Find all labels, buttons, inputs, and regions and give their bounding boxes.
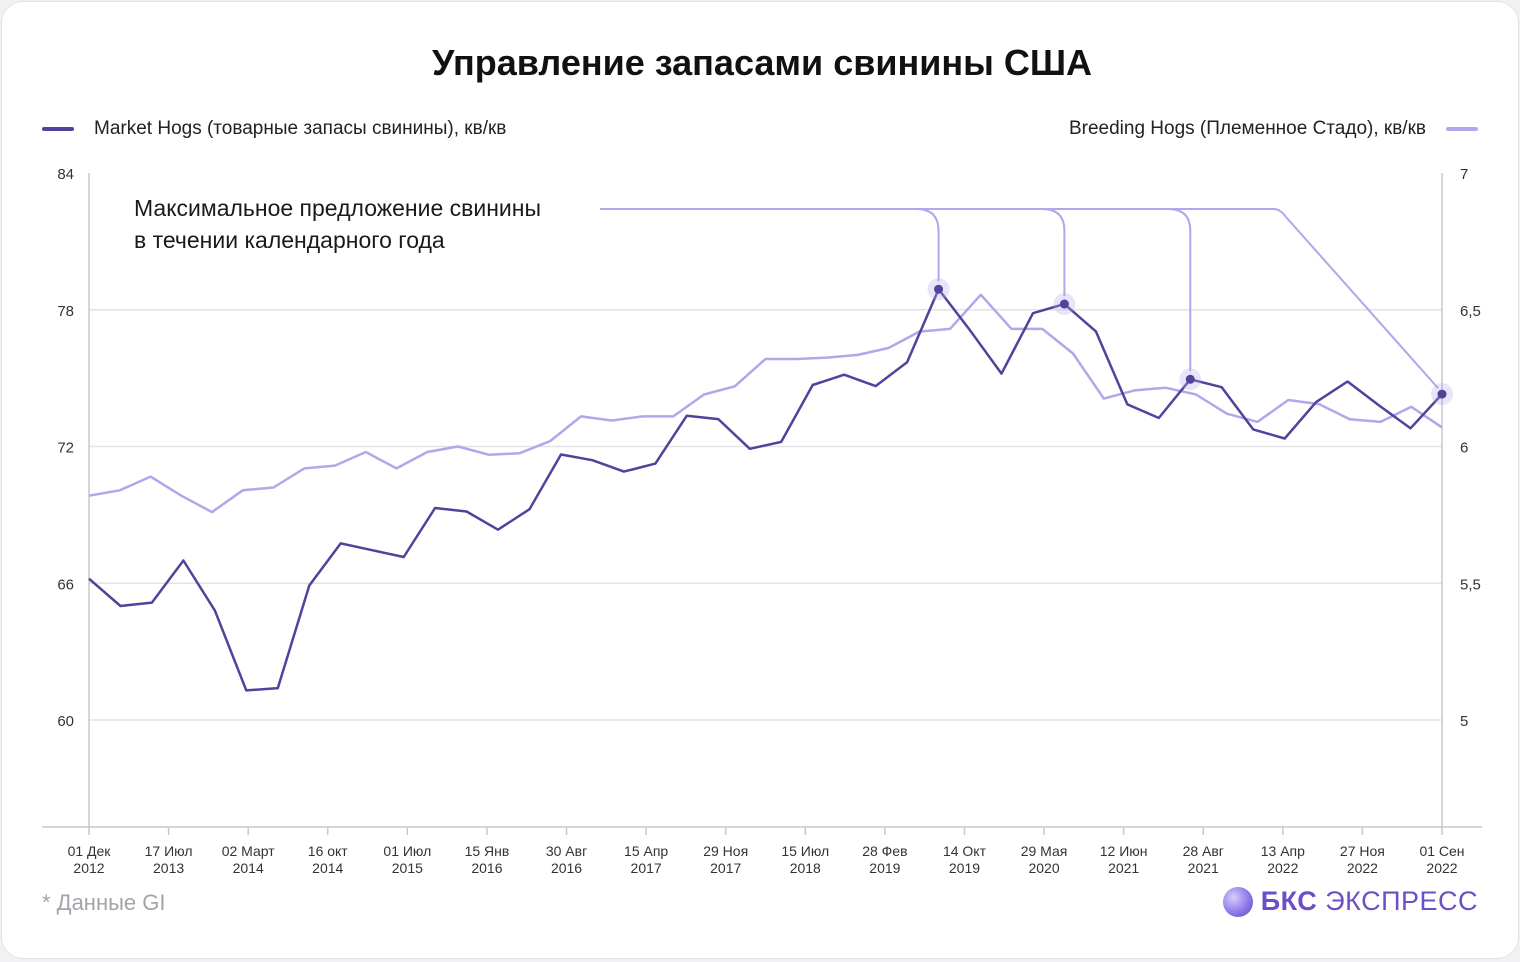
legend-breeding-hogs: Breeding Hogs (Племенное Стадо), кв/кв bbox=[1069, 118, 1478, 140]
y-right-tick-label: 6 bbox=[1460, 440, 1468, 457]
x-tick-label: 17 Июл bbox=[145, 843, 193, 859]
series-line-breeding-hogs bbox=[88, 293, 1443, 514]
x-tick-label-year: 2019 bbox=[869, 860, 900, 876]
y-left-tick-label: 72 bbox=[57, 440, 74, 457]
x-tick-label: 28 Авг bbox=[1183, 843, 1224, 859]
x-tick-label-year: 2017 bbox=[631, 860, 662, 876]
x-tick-label-year: 2018 bbox=[790, 860, 821, 876]
y-right-tick-label: 6,5 bbox=[1460, 303, 1481, 320]
series-line-market-hogs bbox=[88, 287, 1443, 692]
bks-logo-icon bbox=[1222, 886, 1253, 917]
x-tick-label-year: 2015 bbox=[392, 860, 423, 876]
chart-title: Управление запасами свинины США bbox=[431, 42, 1093, 83]
x-tick-label: 01 Сен bbox=[1419, 843, 1464, 859]
x-tick-label: 15 Янв bbox=[465, 843, 510, 859]
highlight-point bbox=[1437, 389, 1447, 399]
brand-name-strong: БКС bbox=[1260, 886, 1318, 916]
x-tick-label: 13 Апр bbox=[1261, 843, 1305, 859]
legend-label-breeding: Breeding Hogs (Племенное Стадо), кв/кв bbox=[1068, 118, 1426, 139]
annotation-leader bbox=[600, 208, 1066, 297]
x-tick-label: 15 Апр bbox=[624, 843, 668, 859]
x-tick-label: 12 Июн bbox=[1100, 843, 1148, 859]
source-note: * Данные GI bbox=[42, 890, 166, 915]
y-left-tick-label: 78 bbox=[57, 303, 74, 320]
y-right-tick-label: 5,5 bbox=[1460, 576, 1481, 593]
annotation-leader bbox=[600, 208, 940, 282]
legend-label-market: Market Hogs (товарные запасы свинины), к… bbox=[94, 118, 507, 139]
x-tick-label: 14 Окт bbox=[943, 843, 987, 859]
x-tick-label: 30 Авг bbox=[546, 843, 587, 859]
x-tick-label: 29 Ноя bbox=[703, 843, 748, 859]
annotation-leader bbox=[600, 208, 1439, 389]
legend-market-hogs: Market Hogs (товарные запасы свинины), к… bbox=[42, 118, 506, 140]
x-tick-label: 01 Дек bbox=[68, 843, 112, 859]
x-tick-label: 02 Март bbox=[222, 843, 276, 859]
x-tick-label-year: 2014 bbox=[233, 860, 264, 876]
x-tick-label-year: 2016 bbox=[551, 860, 582, 876]
highlight-point bbox=[1059, 299, 1069, 309]
x-tick-label: 28 Фев bbox=[862, 843, 907, 859]
brand-logo: БКС ЭКСПРЕСС bbox=[1222, 886, 1478, 917]
x-tick-label: 01 Июл bbox=[383, 843, 431, 859]
x-tick-label-year: 2022 bbox=[1426, 860, 1457, 876]
y-right-tick-label: 7 bbox=[1460, 166, 1468, 183]
x-tick-label-year: 2021 bbox=[1188, 860, 1219, 876]
x-tick-label-year: 2012 bbox=[73, 860, 104, 876]
x-tick-label-year: 2021 bbox=[1108, 860, 1139, 876]
brand-name-light: ЭКСПРЕСС bbox=[1325, 886, 1478, 916]
annotation-text-line2: в течении календарного года bbox=[134, 227, 445, 253]
x-tick-label: 15 Июл bbox=[781, 843, 829, 859]
y-left-tick-label: 60 bbox=[57, 713, 74, 730]
x-tick-label-year: 2022 bbox=[1347, 860, 1378, 876]
x-tick-label-year: 2016 bbox=[471, 860, 502, 876]
x-tick-label-year: 2019 bbox=[949, 860, 980, 876]
x-tick-label-year: 2014 bbox=[312, 860, 343, 876]
x-tick-label-year: 2013 bbox=[153, 860, 184, 876]
highlight-point bbox=[934, 284, 944, 294]
x-tick-label-year: 2017 bbox=[710, 860, 741, 876]
x-tick-label: 29 Мая bbox=[1021, 843, 1068, 859]
x-tick-label-year: 2022 bbox=[1267, 860, 1298, 876]
y-right-tick-label: 5 bbox=[1460, 713, 1468, 730]
y-left-tick-label: 66 bbox=[57, 576, 74, 593]
x-tick-label: 27 Ноя bbox=[1340, 843, 1385, 859]
x-tick-label-year: 2020 bbox=[1028, 860, 1059, 876]
annotation-text-line1: Максимальное предложение свинины bbox=[134, 195, 541, 221]
y-left-tick-label: 84 bbox=[57, 166, 74, 183]
x-tick-label: 16 окт bbox=[308, 843, 349, 859]
legend-swatch-market bbox=[42, 127, 74, 131]
legend-swatch-breeding bbox=[1446, 127, 1478, 131]
highlight-point bbox=[1185, 374, 1195, 384]
